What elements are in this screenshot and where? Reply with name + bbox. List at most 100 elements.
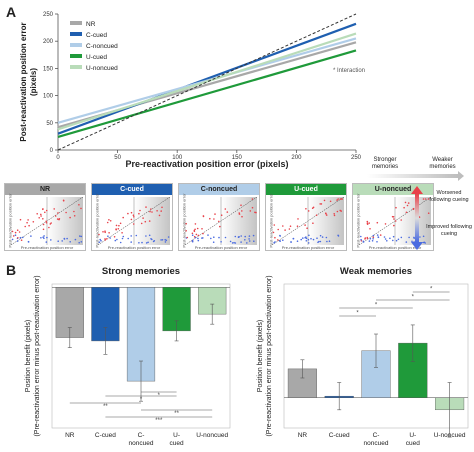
worsened-point [16,229,19,231]
improved-point [252,234,255,237]
significance-label: * [412,295,415,301]
worsened-point [26,221,28,224]
improved-point [40,237,42,239]
improved-point [372,238,374,240]
improved-point [161,239,164,241]
x-tick-label: 200 [291,155,302,161]
improved-point [61,240,63,242]
category-label: C-cued [329,432,350,439]
category-label: noncued [364,440,389,447]
thumbnail-x-label: Pre-reactivation position error [368,245,422,250]
worsened-point [201,228,203,230]
worsened-point [119,222,122,225]
worsened-point [284,229,286,231]
worsened-point [312,222,314,224]
improved-point [233,241,235,244]
worsened-point [384,223,387,225]
worsened-point [56,218,59,220]
improved-point [292,237,295,240]
significance-label: * [140,397,143,403]
y-tick-label: 150 [43,66,54,72]
worsened-point [273,224,276,226]
improved-point [328,240,331,242]
y-tick-label: 0 [50,148,54,154]
improved-point [244,239,246,241]
improved-point [360,235,362,238]
worsened-point [297,218,299,220]
worsened-point [194,223,197,225]
thumbnail-y-label: Post-reactivation position error [181,193,187,248]
significance-label: * [356,311,359,317]
improved-point [218,236,220,239]
improved-point [279,235,281,237]
improved-point [127,237,129,240]
improved-point [307,238,310,241]
improved-point [122,235,125,238]
identity-line [98,197,170,245]
improved-point [135,234,138,237]
worsened-point [392,216,395,218]
worsened-point [325,212,327,215]
worsened-point [38,217,40,219]
worsened-point [288,228,291,230]
worsened-point [272,231,275,234]
worsened-point [226,211,229,213]
improved-point [372,234,375,237]
worsened-point [325,214,328,216]
worsened-point [307,210,310,212]
x-tick-label: 50 [114,155,121,161]
worsened-point [379,234,382,236]
worsened-point [219,225,221,228]
x-tick-label: 100 [172,155,183,161]
improved-point [66,237,68,240]
y-tick-label: 100 [43,94,54,100]
worsened-point [366,237,369,240]
thumbnail-title: C-cued [92,184,172,195]
x-tick-label: 150 [232,155,243,161]
worsened-point [195,233,198,236]
improved-point [411,240,413,243]
significance-label: * [430,287,433,293]
improved-point [167,236,170,238]
improved-point [319,240,322,243]
worsened-point [240,204,242,206]
legend-label: NR [86,21,96,28]
worsened-point [209,217,211,220]
improved-point [234,235,237,238]
worsened-point [306,227,308,229]
improved-point [248,235,251,237]
improved-point [419,236,421,238]
category-label: C- [138,432,145,439]
improved-point [145,242,148,244]
worsened-point [213,218,215,220]
worsened-point [44,211,46,214]
worsened-point [115,224,118,227]
worsened-label: Worsened following cueing [429,190,469,203]
down-arrow-icon [411,242,423,250]
worsened-point [42,228,45,231]
thumbnail-x-label: Pre-reactivation position error [281,245,335,250]
improved-point [152,240,155,243]
worsened-point [108,232,110,234]
legend-swatch [70,54,82,58]
worsened-point [58,218,61,220]
worsened-point [130,211,133,214]
worsened-point [424,198,427,200]
worsened-point [202,215,205,218]
significance-label: ** [174,411,179,417]
worsened-point [194,228,196,231]
worsened-point [427,212,430,214]
worsened-point [304,224,306,226]
worsened-point [42,208,44,211]
interaction-annotation: * Interaction [333,68,365,74]
improved-point [304,236,306,239]
worsened-point [48,226,50,229]
chart-title: Strong memories [102,266,180,277]
worsened-point [12,235,15,237]
improved-point [220,241,222,243]
worsened-point [149,210,151,213]
improved-point [371,240,374,242]
improved-point [121,237,124,240]
worsened-point [405,211,408,214]
worsened-point [339,198,342,200]
